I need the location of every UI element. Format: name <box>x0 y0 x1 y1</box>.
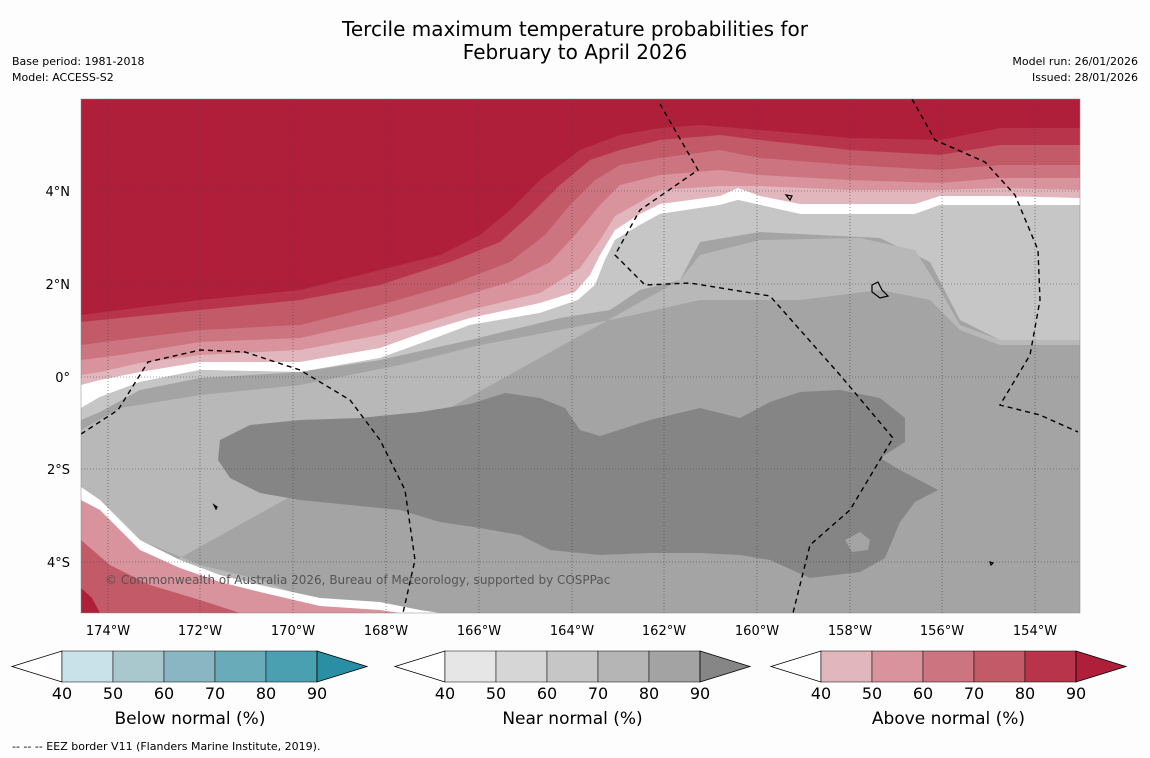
near-normal-90-region <box>218 390 938 578</box>
colorbar-tick-label: 90 <box>307 684 327 703</box>
sw-above-normal-90-patch <box>81 588 100 613</box>
colorbar-high-extension <box>699 650 752 683</box>
longitude-label: 162°W <box>642 624 686 639</box>
island-coastline <box>871 281 890 299</box>
coastlines <box>212 194 995 567</box>
colorbar-low-extension <box>393 650 446 683</box>
longitude-label: 154°W <box>1013 624 1057 639</box>
longitude-label: 156°W <box>920 624 964 639</box>
longitude-label: 168°W <box>364 624 408 639</box>
colorbar-tick-label: 40 <box>811 684 831 703</box>
sw-above-normal-50-band <box>81 500 400 613</box>
title-line-1: Tercile maximum temperature probabilitie… <box>342 17 808 41</box>
colorbar-segment <box>820 650 873 683</box>
colorbar-segment <box>265 650 318 683</box>
map-title: Tercile maximum temperature probabilitie… <box>0 18 1150 64</box>
colorbar-tick-label: 70 <box>964 684 984 703</box>
eez-border-west <box>81 349 416 613</box>
colorbar-tick-label: 90 <box>1066 684 1086 703</box>
colorbar-tick-label: 80 <box>639 684 659 703</box>
title-line-2: February to April 2026 <box>462 40 688 64</box>
longitude-label: 158°W <box>828 624 872 639</box>
island-coastline <box>784 194 793 202</box>
colorbar-segment <box>495 650 548 683</box>
latitude-label: 0° <box>55 371 70 386</box>
latitude-labels: 4°N 2°N 0° 2°S 4°S <box>46 185 71 571</box>
colorbar-tick-label: 60 <box>913 684 933 703</box>
colorbar-tick-label: 50 <box>486 684 506 703</box>
longitude-label: 170°W <box>271 624 315 639</box>
colorbar-tick-label: 50 <box>103 684 123 703</box>
colorbar-tick-label: 40 <box>52 684 72 703</box>
map-frame <box>80 98 1081 614</box>
eez-footnote: -- -- -- EEZ border V11 (Flanders Marine… <box>12 740 321 753</box>
colorbar-tick-label: 70 <box>205 684 225 703</box>
longitude-labels: 174°W 172°W 170°W 168°W 166°W 164°W 162°W 160°W… <box>86 624 1057 639</box>
latitude-label: 4°N <box>46 185 71 200</box>
colorbar-tick-label: 70 <box>588 684 608 703</box>
above-normal-colorbar: 40 50 60 70 80 90 <box>769 650 1128 703</box>
colorbar-tick-label: 80 <box>1015 684 1035 703</box>
model-run: Model run: 26/01/2026 <box>1012 55 1138 68</box>
latitude-label: 2°S <box>47 463 70 478</box>
island-coastline <box>989 561 995 567</box>
model-info: Base period: 1981-2018 Model: ACCESS-S2 <box>12 54 144 86</box>
colorbar-segment <box>1024 650 1077 683</box>
below-normal-legend-label: Below normal (%) <box>114 709 266 729</box>
colorbar-segment <box>648 650 701 683</box>
map-area <box>81 99 1080 613</box>
longitude-label: 160°W <box>735 624 779 639</box>
latitude-label: 4°S <box>47 556 70 571</box>
above-normal-legend-label: Above normal (%) <box>871 709 1026 729</box>
colorbar-segment <box>871 650 924 683</box>
near-normal-80-patch <box>845 532 870 552</box>
colorbar-tick-label: 40 <box>435 684 455 703</box>
near-normal-colorbar: 40 50 60 70 80 90 <box>393 650 752 703</box>
colorbar-segment <box>61 650 114 683</box>
longitude-label: 174°W <box>86 624 130 639</box>
colorbar-high-extension <box>316 650 369 683</box>
longitude-label: 172°W <box>178 624 222 639</box>
copyright-notice: © Commonwealth of Australia 2026, Bureau… <box>105 573 610 587</box>
colorbar-segment <box>546 650 599 683</box>
colorbar-segment <box>163 650 216 683</box>
base-period: Base period: 1981-2018 <box>12 55 145 68</box>
colorbar-low-extension <box>769 650 822 683</box>
colorbar-legends: 40 50 60 70 80 90 40 50 60 70 80 90 40 50 60 70 80 90 <box>10 650 1128 703</box>
colorbar-segment <box>922 650 975 683</box>
colorbar-segment <box>112 650 165 683</box>
colorbar-segment <box>214 650 267 683</box>
colorbar-tick-label: 60 <box>154 684 174 703</box>
colorbar-high-extension <box>1075 650 1128 683</box>
model-name: Model: ACCESS-S2 <box>12 71 114 84</box>
colorbar-tick-label: 90 <box>690 684 710 703</box>
island-coastline <box>212 503 218 511</box>
eez-border-lines <box>81 99 1079 613</box>
colorbar-low-extension <box>10 650 63 683</box>
sw-above-normal-70-band <box>81 540 240 613</box>
colorbar-segment <box>597 650 650 683</box>
colorbar-segment <box>973 650 1026 683</box>
longitude-label: 166°W <box>457 624 501 639</box>
near-normal-legend-label: Near normal (%) <box>502 709 643 729</box>
eez-border-east <box>911 99 1079 433</box>
issued-date: Issued: 28/01/2026 <box>1031 71 1138 84</box>
colorbar-tick-label: 50 <box>862 684 882 703</box>
longitude-label: 164°W <box>550 624 594 639</box>
colorbar-tick-label: 80 <box>256 684 276 703</box>
below-normal-colorbar: 40 50 60 70 80 90 <box>10 650 369 703</box>
above-normal-90-region <box>81 99 1080 315</box>
colorbar-segment <box>444 650 497 683</box>
run-info: Model run: 26/01/2026 Issued: 28/01/2026 <box>1012 54 1138 86</box>
colorbar-tick-label: 60 <box>537 684 557 703</box>
latitude-label: 2°N <box>46 278 71 293</box>
eez-border-central <box>614 103 894 613</box>
